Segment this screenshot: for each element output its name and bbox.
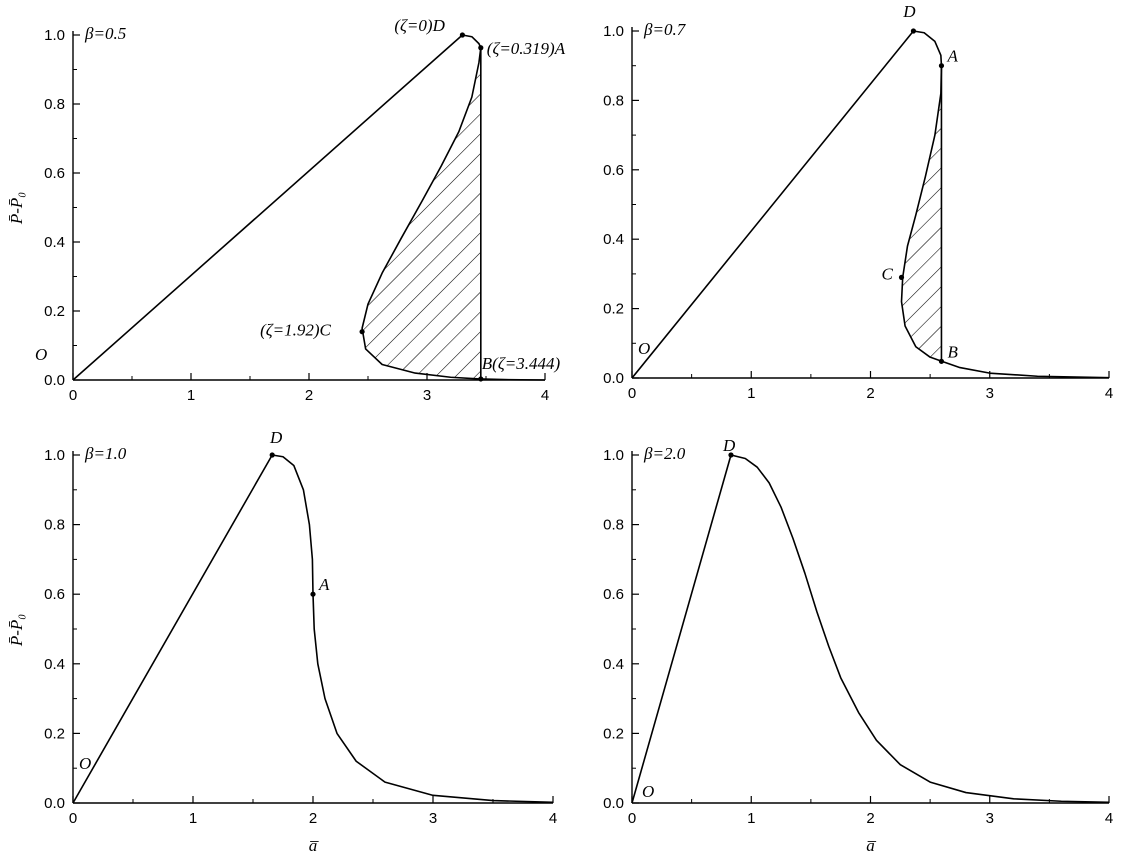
point-label-B: B	[947, 342, 958, 361]
point-A	[310, 591, 316, 597]
y-tick-label: 0.8	[603, 517, 624, 534]
point-D	[459, 32, 465, 38]
x-tick-label: 0	[69, 810, 77, 827]
x-tick-label: 3	[986, 810, 994, 827]
beta-label: β=1.0	[84, 444, 127, 463]
beta-label: β=2.0	[643, 444, 686, 463]
y-tick-label: 0.6	[44, 165, 65, 182]
point-A	[478, 45, 484, 51]
series-line-1	[730, 454, 1110, 804]
x-tick-label: 0	[628, 810, 636, 827]
point-C	[898, 274, 905, 280]
x-tick-label: 2	[866, 810, 874, 827]
y-tick-label: 0.6	[603, 586, 624, 603]
hatched-region	[362, 47, 481, 379]
point-D	[910, 28, 917, 34]
point-label-D: D	[269, 428, 283, 447]
x-tick-label: 2	[866, 385, 874, 402]
series-line-1	[900, 30, 1110, 379]
x-tick-label: 1	[189, 810, 197, 827]
x-tick-label: 1	[747, 810, 755, 827]
x-tick-label: 4	[1105, 810, 1113, 827]
x-axis-label: a̅	[309, 836, 320, 855]
point-label-O: O	[35, 345, 47, 364]
y-tick-label: 0.2	[603, 301, 624, 318]
panel-beta-0-5: 0 1 2 3 4 0.0 0.2 0.4 0.6 0.8 1.0 O (ζ=0)D (ζ=0.319)A…	[7, 16, 566, 404]
series-line-0	[72, 34, 463, 381]
series-line-1	[272, 454, 554, 804]
y-tick-label: 0.2	[44, 303, 65, 320]
x-tick-label: 3	[986, 385, 994, 402]
series-line-0	[72, 454, 273, 804]
y-tick-label: 0.4	[603, 231, 624, 248]
x-tick-label: 3	[429, 810, 437, 827]
x-tick-label: 4	[541, 387, 549, 404]
x-axis-label: a̅	[866, 836, 877, 855]
point-label-C: C	[882, 264, 894, 283]
series-line-0	[631, 30, 915, 379]
point-B	[938, 358, 945, 364]
y-tick-label: 0.6	[603, 162, 624, 179]
x-tick-label: 4	[1105, 385, 1113, 402]
y-tick-label: 1.0	[603, 447, 624, 464]
point-A	[938, 63, 945, 69]
x-tick-label: 4	[549, 810, 557, 827]
x-tick-label: 1	[747, 385, 755, 402]
panel-beta-0-7: 0 1 2 3 4 0.0 0.2 0.4 0.6 0.8 1.0 O D A C Bβ=0.7	[603, 2, 1113, 402]
y-tick-label: 0.4	[603, 656, 624, 673]
y-axis-label: P̄-P̄₀	[7, 192, 26, 225]
beta-label: β=0.7	[643, 20, 687, 39]
point-label-O: O	[642, 782, 654, 801]
point-D	[269, 452, 275, 458]
y-tick-label: 0.6	[44, 586, 65, 603]
point-D	[728, 452, 734, 458]
series-line-0	[631, 454, 732, 804]
x-tick-label: 0	[69, 387, 77, 404]
point-label-C: (ζ=1.92)C	[260, 321, 331, 340]
beta-label: β=0.5	[84, 24, 126, 43]
y-tick-label: 0.2	[603, 725, 624, 742]
y-tick-label: 0.8	[44, 517, 65, 534]
point-label-O: O	[79, 754, 91, 773]
point-label-A: A	[946, 47, 958, 66]
y-tick-label: 1.0	[603, 23, 624, 40]
y-tick-label: 0.0	[603, 795, 624, 812]
point-label-D: D	[902, 2, 916, 21]
point-label-D: (ζ=0)D	[394, 16, 445, 35]
y-tick-label: 1.0	[44, 27, 65, 44]
y-tick-label: 0.0	[44, 795, 65, 812]
point-C	[359, 329, 365, 335]
x-tick-label: 2	[305, 387, 313, 404]
panel-beta-2-0: 0 1 2 3 4 0.0 0.2 0.4 0.6 0.8 1.0 O Dβ=2.0 a̅	[603, 436, 1113, 855]
point-label-O: O	[638, 339, 650, 358]
y-tick-label: 0.0	[44, 372, 65, 389]
point-label-A: A	[318, 575, 330, 594]
y-tick-label: 0.4	[44, 234, 65, 251]
x-tick-label: 1	[187, 387, 195, 404]
point-label-B: B(ζ=3.444)	[482, 354, 561, 373]
x-tick-label: 2	[309, 810, 317, 827]
panel-beta-1-0: 0 1 2 3 4 0.0 0.2 0.4 0.6 0.8 1.0 O D Aβ=1.0 P̄-P̄₀ a̅	[7, 428, 557, 855]
x-tick-label: 3	[423, 387, 431, 404]
y-tick-label: 0.4	[44, 656, 65, 673]
y-axis-label: P̄-P̄₀	[7, 614, 26, 647]
hatched-region	[901, 65, 942, 362]
y-tick-label: 0.8	[44, 96, 65, 113]
y-tick-label: 1.0	[44, 447, 65, 464]
point-label-D: D	[722, 436, 736, 455]
x-tick-label: 0	[628, 385, 636, 402]
point-label-A: (ζ=0.319)A	[487, 39, 566, 58]
y-tick-label: 0.0	[603, 370, 624, 387]
y-tick-label: 0.8	[603, 92, 624, 109]
point-B	[478, 376, 484, 382]
y-tick-label: 0.2	[44, 725, 65, 742]
